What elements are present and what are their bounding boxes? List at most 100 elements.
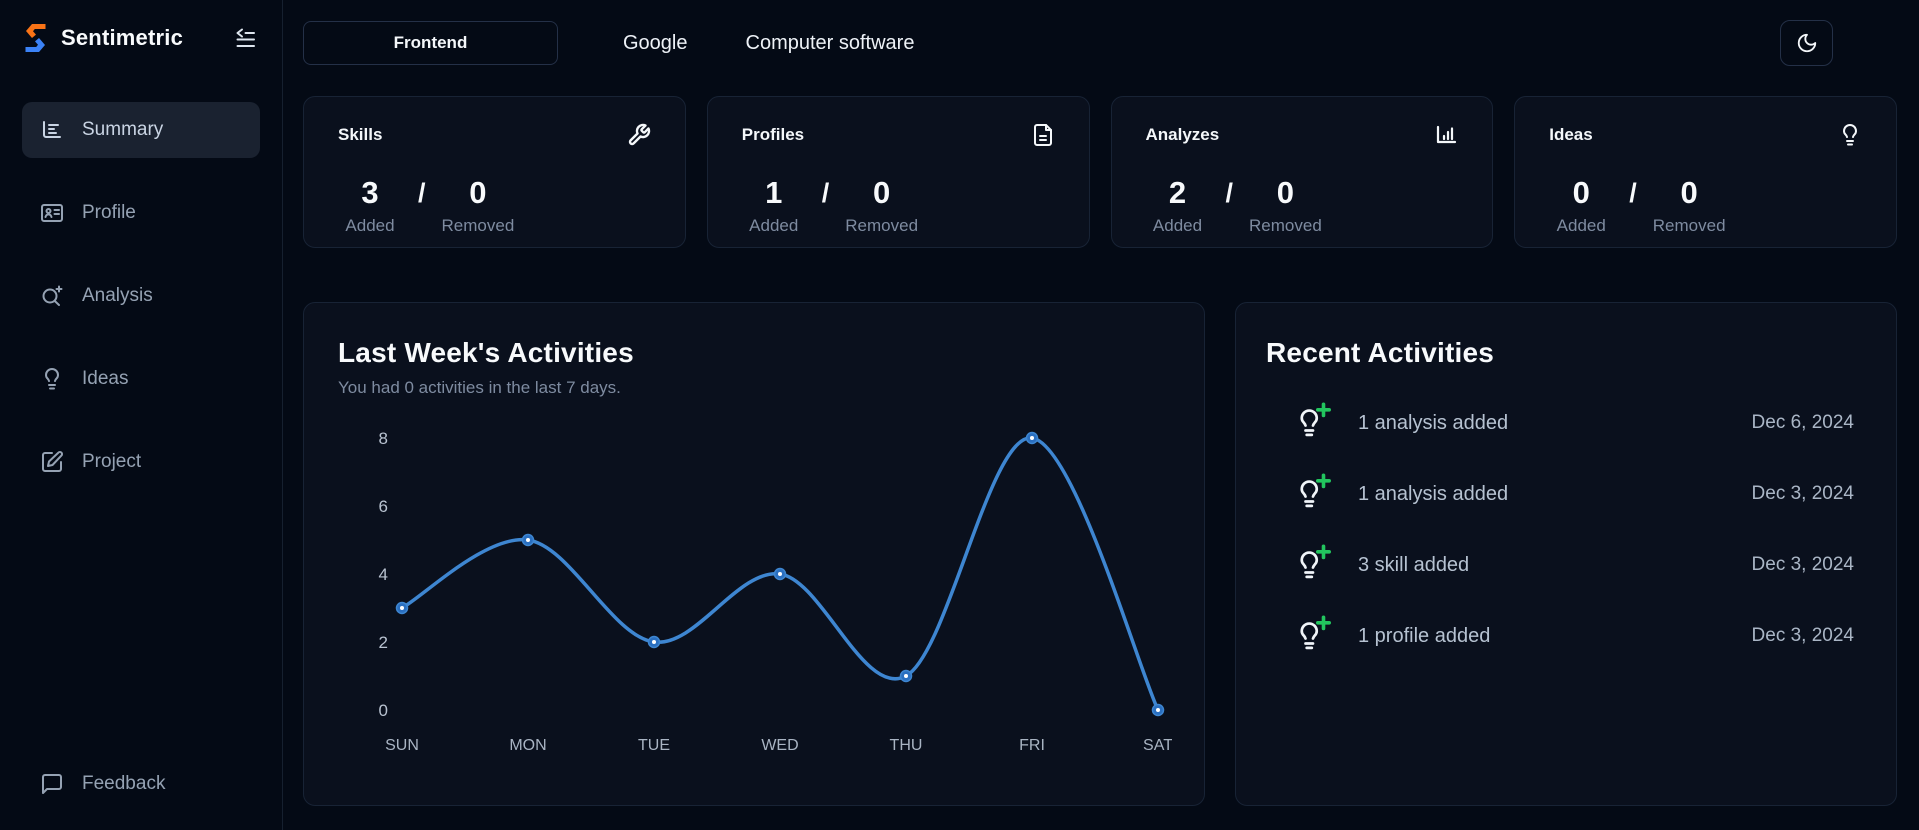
stat-card-ideas: Ideas 0 Added / 0 Removed <box>1514 96 1897 248</box>
removed-label: Removed <box>845 216 919 235</box>
removed-label: Removed <box>1652 216 1726 235</box>
svg-text:THU: THU <box>890 737 923 754</box>
sidebar-item-feedback[interactable]: Feedback <box>22 756 260 812</box>
svg-text:4: 4 <box>379 565 388 584</box>
stat-card-analyzes: Analyzes 2 Added / 0 <box>1110 96 1494 248</box>
app-title: Sentimetric <box>61 25 184 50</box>
svg-text:2: 2 <box>379 633 388 652</box>
message-square-icon <box>40 772 64 796</box>
activity-row: 1 analysis added Dec 6, 2024 <box>1292 401 1854 445</box>
topbar: Frontend Google Computer software <box>303 20 1897 66</box>
project-selector-button[interactable]: Frontend <box>303 21 558 65</box>
activities-chart-svg: 0 2 4 6 8 SUN MON TUE WED THU FRI SAT <box>379 429 1172 754</box>
stat-card-title: Skills <box>338 125 383 144</box>
sidebar: Sentimetric Summary <box>0 0 283 830</box>
stat-card-title: Profiles <box>741 125 805 144</box>
removed-label: Removed <box>441 216 515 235</box>
activity-date: Dec 3, 2024 <box>1751 554 1854 575</box>
search-plus-icon <box>40 284 64 308</box>
svg-text:WED: WED <box>761 737 798 754</box>
sidebar-item-label: Feedback <box>82 773 166 794</box>
svg-text:SUN: SUN <box>385 737 419 754</box>
wrench-icon <box>627 123 651 147</box>
svg-text:TUE: TUE <box>638 737 670 754</box>
sidebar-item-ideas[interactable]: Ideas <box>22 351 260 407</box>
lightbulb-plus-icon <box>1292 544 1334 586</box>
brand: Sentimetric <box>22 0 260 54</box>
added-count: 0 <box>1572 175 1590 210</box>
stat-card-title: Analyzes <box>1145 125 1220 144</box>
added-count: 2 <box>1168 175 1187 210</box>
recent-title: Recent Activities <box>1266 337 1495 368</box>
lightbulb-plus-icon <box>1292 402 1334 444</box>
sidebar-collapse-button[interactable] <box>230 23 260 53</box>
svg-text:FRI: FRI <box>1019 737 1045 754</box>
theme-toggle-button[interactable] <box>1780 20 1833 66</box>
sidebar-item-label: Project <box>82 451 142 472</box>
app-logo-icon <box>22 23 49 53</box>
main-content: Frontend Google Computer software Skills <box>283 0 1919 830</box>
svg-text:SAT: SAT <box>1143 737 1172 754</box>
activity-row: 1 profile added Dec 3, 2024 <box>1292 614 1854 658</box>
id-card-icon <box>40 201 64 225</box>
sidebar-item-label: Analysis <box>82 285 153 306</box>
lightbulb-icon <box>1838 123 1862 147</box>
separator: / <box>1629 178 1637 208</box>
sidebar-item-label: Profile <box>82 202 136 223</box>
chart-bars-icon <box>40 118 64 142</box>
content-row: Last Week's Activities You had 0 activit… <box>303 302 1897 806</box>
sidebar-item-label: Summary <box>82 119 164 140</box>
activities-line-chart: 0 2 4 6 8 SUN MON TUE WED THU FRI SAT <box>338 420 1172 760</box>
lightbulb-plus-icon <box>1292 473 1334 515</box>
company-name[interactable]: Google <box>623 31 688 54</box>
stat-card-profiles: Profiles 1 Added / 0 Removed <box>706 96 1090 248</box>
recent-activities-panel: Recent Activities <box>1235 302 1897 806</box>
svg-text:6: 6 <box>379 497 388 516</box>
stat-card-title: Ideas <box>1549 125 1593 144</box>
stat-cards-row: Skills 3 Added / 0 Removed <box>303 96 1897 248</box>
activity-date: Dec 3, 2024 <box>1751 483 1854 504</box>
lightbulb-icon <box>40 367 64 391</box>
moon-icon <box>1796 32 1818 54</box>
svg-text:0: 0 <box>379 701 388 720</box>
company-category[interactable]: Computer software <box>745 31 915 54</box>
lightbulb-plus-icon <box>1292 615 1334 657</box>
svg-text:MON: MON <box>509 737 546 754</box>
activity-text: 3 skill added <box>1358 553 1470 576</box>
activity-row: 1 analysis added Dec 3, 2024 <box>1292 472 1854 516</box>
removed-count: 0 <box>1276 175 1295 210</box>
indent-decrease-icon <box>233 26 257 50</box>
activity-text: 1 analysis added <box>1358 411 1509 434</box>
activity-date: Dec 6, 2024 <box>1751 412 1854 433</box>
removed-count: 0 <box>469 175 487 210</box>
chart-title: Last Week's Activities <box>338 337 634 368</box>
removed-count: 0 <box>873 175 891 210</box>
chart-subtitle: You had 0 activities in the last 7 days. <box>338 378 621 397</box>
added-label: Added <box>1152 216 1203 235</box>
sidebar-nav: Summary Profile Analysis <box>22 102 260 490</box>
sidebar-item-project[interactable]: Project <box>22 434 260 490</box>
activity-row: 3 skill added Dec 3, 2024 <box>1292 543 1854 587</box>
sidebar-item-analysis[interactable]: Analysis <box>22 268 260 324</box>
square-pen-icon <box>40 450 64 474</box>
added-label: Added <box>1556 216 1606 235</box>
added-label: Added <box>749 216 799 235</box>
weekly-activities-panel: Last Week's Activities You had 0 activit… <box>303 302 1205 806</box>
added-label: Added <box>345 216 395 235</box>
removed-label: Removed <box>1249 216 1322 235</box>
separator: / <box>418 178 426 208</box>
added-count: 3 <box>361 175 379 210</box>
sidebar-item-profile[interactable]: Profile <box>22 185 260 241</box>
stat-card-skills: Skills 3 Added / 0 Removed <box>303 96 686 248</box>
separator: / <box>1225 178 1234 208</box>
sidebar-item-summary[interactable]: Summary <box>22 102 260 158</box>
bar-chart-icon <box>1434 123 1458 147</box>
file-text-icon <box>1031 123 1055 147</box>
svg-text:8: 8 <box>379 429 388 448</box>
sidebar-item-label: Ideas <box>82 368 129 389</box>
activity-text: 1 profile added <box>1358 624 1491 647</box>
added-count: 1 <box>765 175 783 210</box>
activity-list: 1 analysis added Dec 6, 2024 <box>1266 401 1866 658</box>
removed-count: 0 <box>1680 175 1698 210</box>
separator: / <box>821 178 830 208</box>
